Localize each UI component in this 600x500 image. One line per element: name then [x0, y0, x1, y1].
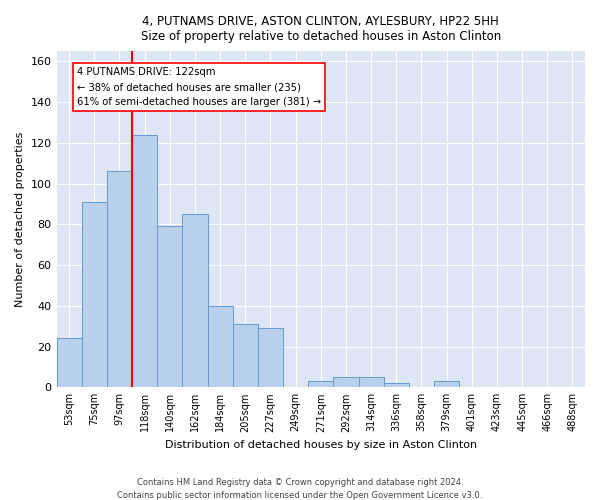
- Bar: [208, 306, 233, 388]
- Text: Contains HM Land Registry data © Crown copyright and database right 2024.
Contai: Contains HM Land Registry data © Crown c…: [118, 478, 482, 500]
- Bar: [359, 377, 383, 388]
- Bar: [258, 328, 283, 388]
- Bar: [383, 383, 409, 388]
- Bar: [82, 202, 107, 388]
- Bar: [334, 377, 359, 388]
- Bar: [107, 172, 132, 388]
- Bar: [182, 214, 208, 388]
- Y-axis label: Number of detached properties: Number of detached properties: [15, 132, 25, 307]
- Bar: [157, 226, 182, 388]
- X-axis label: Distribution of detached houses by size in Aston Clinton: Distribution of detached houses by size …: [165, 440, 477, 450]
- Bar: [132, 134, 157, 388]
- Bar: [56, 338, 82, 388]
- Title: 4, PUTNAMS DRIVE, ASTON CLINTON, AYLESBURY, HP22 5HH
Size of property relative t: 4, PUTNAMS DRIVE, ASTON CLINTON, AYLESBU…: [140, 15, 501, 43]
- Bar: [308, 381, 334, 388]
- Text: 4 PUTNAMS DRIVE: 122sqm
← 38% of detached houses are smaller (235)
61% of semi-d: 4 PUTNAMS DRIVE: 122sqm ← 38% of detache…: [77, 68, 321, 107]
- Bar: [233, 324, 258, 388]
- Bar: [434, 381, 459, 388]
